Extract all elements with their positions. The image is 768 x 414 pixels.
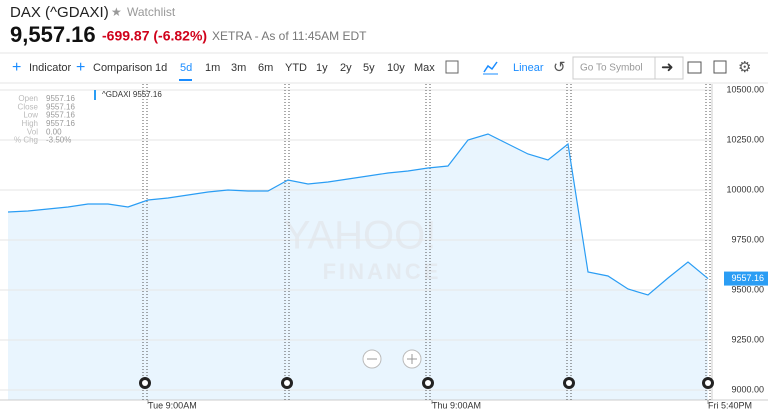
- search-placeholder: Go To Symbol: [580, 63, 643, 74]
- comparison-button[interactable]: Comparison: [93, 62, 152, 74]
- tooltip-label: Low: [23, 111, 38, 120]
- range-button[interactable]: 5d: [180, 62, 192, 74]
- tooltip-label: Close: [18, 102, 39, 111]
- area: [8, 134, 708, 400]
- plus-icon[interactable]: +: [76, 59, 85, 76]
- exchange: XETRA - As of 11:45AM EDT: [212, 29, 367, 43]
- y-tick-label: 10000.00: [726, 184, 764, 194]
- y-tick-label: 10500.00: [726, 84, 764, 94]
- event-marker-inner: [566, 380, 572, 386]
- range-button[interactable]: Max: [414, 62, 435, 74]
- y-tick-label: 9750.00: [731, 234, 764, 244]
- event-marker-inner: [284, 380, 290, 386]
- change: -699.87 (-6.82%): [102, 28, 207, 44]
- range-buttons: 1d 5d 1m 3m 6m YTD 1y 2y 5y 10y Max: [155, 62, 435, 81]
- y-tick-label: 9500.00: [731, 284, 764, 294]
- legend-label: ^GDAXI 9557.16: [102, 90, 162, 99]
- tooltip-value: 9557.16: [46, 111, 75, 120]
- tooltip-value: 0.00: [46, 127, 62, 136]
- y-tick-label: 10250.00: [726, 134, 764, 144]
- range-button[interactable]: YTD: [285, 62, 307, 74]
- print-icon[interactable]: [687, 61, 702, 74]
- search-go-icon[interactable]: ➜: [661, 59, 674, 76]
- watchlist[interactable]: Watchlist: [127, 5, 176, 19]
- tooltip-label: Open: [18, 94, 38, 103]
- event-marker-inner: [705, 380, 711, 386]
- indicator-button[interactable]: Indicator: [29, 62, 72, 74]
- y-tick-label: 9250.00: [731, 334, 764, 344]
- x-tick-label: Tue 9:00AM: [148, 400, 197, 410]
- tooltip-label: Vol: [27, 127, 38, 136]
- price-line: [7, 133, 709, 296]
- range-button[interactable]: 1d: [155, 62, 167, 74]
- event-marker-inner: [142, 380, 148, 386]
- tooltip-value: 9557.16: [46, 94, 75, 103]
- share-icon[interactable]: [713, 60, 727, 74]
- chart-type-icon[interactable]: [483, 61, 498, 73]
- symbol: DAX (^GDAXI): [10, 4, 109, 21]
- reset-icon[interactable]: ↺: [553, 59, 566, 76]
- tooltip-value: -3.50%: [46, 136, 71, 145]
- range-button[interactable]: 5y: [363, 62, 375, 74]
- tooltip-label: High: [22, 119, 38, 128]
- range-button[interactable]: 2y: [340, 62, 352, 74]
- x-tick-label: Fri 5:40PM: [708, 400, 752, 410]
- legend-swatch: [94, 90, 96, 100]
- range-button[interactable]: 10y: [387, 62, 405, 74]
- event-marker-inner: [425, 380, 431, 386]
- calendar-icon[interactable]: [445, 60, 459, 74]
- plus-icon[interactable]: +: [12, 59, 21, 76]
- chart: YAHOO! FINANCE 9000.00 9250.00 9500.00 9750…: [0, 84, 768, 410]
- tooltip-label: % Chg: [14, 136, 38, 145]
- x-tick-label: Thu 9:00AM: [432, 400, 481, 410]
- y-tick-label: 9000.00: [731, 384, 764, 394]
- tooltip-value: 9557.16: [46, 119, 75, 128]
- last-price-box: [724, 271, 768, 286]
- star-icon[interactable]: ★: [111, 5, 122, 19]
- range-button[interactable]: 1y: [316, 62, 328, 74]
- tooltip-value: 9557.16: [46, 102, 75, 111]
- last-price-label: 9557.16: [731, 273, 764, 283]
- watermark: FINANCE: [323, 259, 442, 284]
- range-button[interactable]: 3m: [231, 62, 246, 74]
- range-button[interactable]: 6m: [258, 62, 273, 74]
- range-button[interactable]: 1m: [205, 62, 220, 74]
- price: 9,557.16: [10, 22, 96, 47]
- watermark: YAHOO!: [284, 214, 437, 258]
- tooltip: Open 9557.16 Close 9557.16 Low 9557.16 High 955…: [14, 94, 75, 145]
- settings-icon[interactable]: ⚙: [738, 59, 751, 76]
- scale-button[interactable]: Linear: [513, 62, 544, 74]
